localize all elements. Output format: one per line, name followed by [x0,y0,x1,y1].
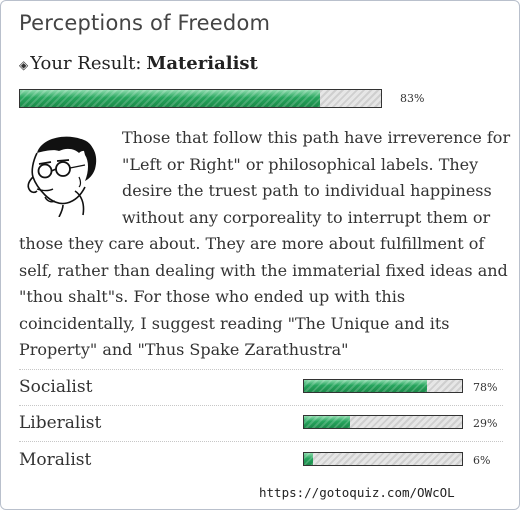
other-result-label: Liberalist [19,413,102,433]
description-text: Those that follow this path have irrever… [19,128,511,359]
result-name: Materialist [146,53,258,74]
result-percent: 83% [400,92,425,105]
other-result-percent: 29% [473,417,498,430]
result-prefix: Your Result: [30,53,142,74]
other-result-fill [304,380,428,392]
quiz-url-link[interactable]: https://gotoquiz.com/OWcOL [259,485,455,500]
other-result-bar [303,415,463,429]
divider [19,369,503,370]
diamond-icon: ◈ [19,58,29,72]
divider [19,405,503,406]
other-result-percent: 78% [473,381,498,394]
other-result-bar [303,379,463,393]
other-result-fill [304,453,314,465]
other-result-percent: 6% [473,454,491,467]
portrait-sketch-icon [27,136,97,217]
result-progress-bar [19,89,382,108]
result-heading: ◈ Your Result: Materialist [19,53,258,74]
quiz-title: Perceptions of Freedom [19,11,271,35]
result-progress-fill [20,90,320,107]
other-result-label: Socialist [19,377,93,397]
divider [19,441,503,442]
other-result-bar [303,452,463,466]
result-description: Those that follow this path have irrever… [19,125,511,364]
other-result-label: Moralist [19,450,92,470]
other-result-fill [304,416,350,428]
